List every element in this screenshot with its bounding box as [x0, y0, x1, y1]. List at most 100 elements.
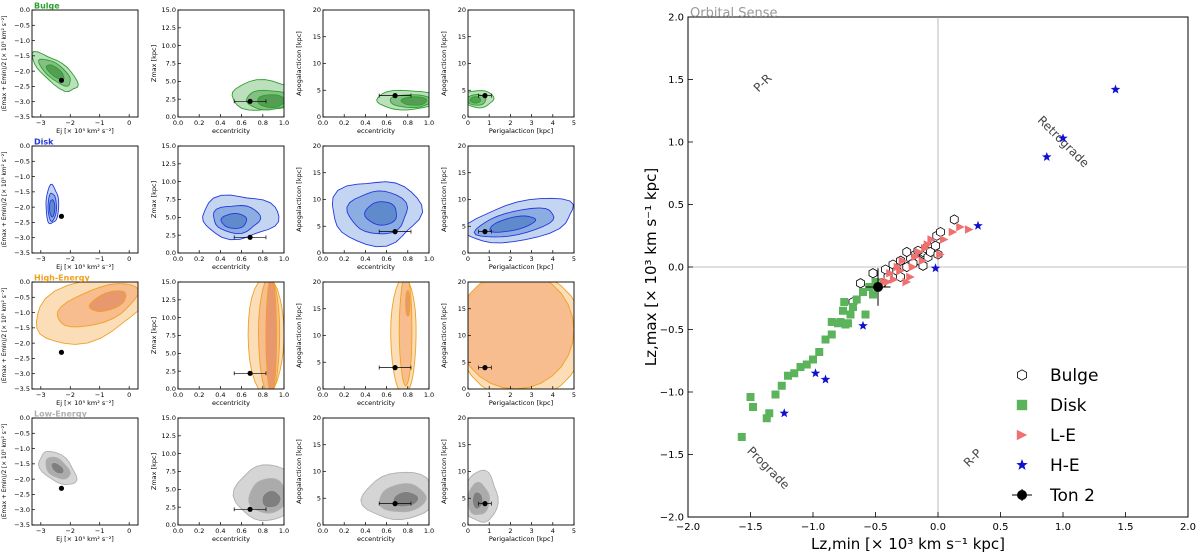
x-axis-label: Ej [× 10⁵ km² s⁻²] — [56, 399, 114, 407]
y-tick-label: 15.0 — [162, 414, 176, 422]
x-tick-label: 0.6 — [236, 527, 246, 535]
panel-low-energy-2: 0.0 0.2 0.4 0.6 0.8 1.0 0 5 10 15 20 eccentricity Ap… — [295, 414, 434, 543]
l-e-point — [914, 247, 924, 257]
l-e-point — [939, 235, 949, 244]
ton2-point — [482, 365, 488, 371]
y-tick-label: −1.0 — [14, 173, 30, 181]
contour-group — [376, 89, 429, 111]
x-axis-label: eccentricity — [357, 399, 395, 407]
contour-level — [45, 64, 65, 81]
x-tick-label: 0.4 — [360, 119, 370, 127]
x-tick-label: 0 — [127, 391, 131, 399]
contour-level — [49, 199, 56, 218]
y-tick-label: 5 — [317, 494, 321, 502]
y-tick-label: −0.5 — [660, 325, 684, 336]
y-tick-label: 10.0 — [162, 450, 176, 458]
y-axis-label: Zmax [kpc] — [150, 317, 158, 354]
y-tick-label: −2.0 — [14, 203, 30, 211]
ton2-point — [482, 229, 488, 235]
x-axis-label: eccentricity — [357, 127, 395, 135]
y-tick-label: −1.5 — [14, 52, 30, 60]
y-tick-label: 2.5 — [166, 503, 176, 511]
x-tick-label: 0.8 — [258, 391, 268, 399]
y-axis-label: Lz,max [× 10³ km s⁻¹ kpc] — [642, 168, 660, 366]
y-tick-label: 0.0 — [166, 385, 176, 393]
l-e-point — [908, 262, 918, 272]
x-tick-label: 0.4 — [360, 391, 370, 399]
x-tick-label: 0.6 — [236, 391, 246, 399]
y-tick-label: 7.5 — [166, 332, 176, 340]
x-tick-label: 0.8 — [403, 391, 413, 399]
x-axis-label: Perigalacticon [kpc] — [489, 399, 553, 407]
disk-point — [815, 348, 824, 356]
y-tick-label: −2.0 — [14, 67, 30, 75]
ton2-point — [482, 93, 488, 99]
y-tick-label: 5.0 — [166, 350, 176, 358]
y-tick-label: 0.0 — [668, 263, 684, 274]
l-e-point — [911, 252, 920, 262]
x-tick-label: 0 — [466, 119, 470, 127]
y-tick-label: 0 — [462, 113, 466, 121]
y-tick-label: 15 — [313, 169, 321, 177]
panel-grid: −3 −2 −1 00.0−0.5−1.0−1.5−2.0−2.5−3.0−3.5Ej… — [1, 2, 576, 544]
y-tick-label: 15 — [458, 169, 466, 177]
disk-point — [844, 319, 852, 328]
y-tick-label: 0 — [462, 521, 466, 529]
y-tick-label: −2.0 — [660, 513, 684, 524]
panel-bulge-3: 0 1 2 3 4 5 0 5 10 15 20 Perigalacticon [kpc] Apogal… — [440, 6, 576, 135]
x-tick-label: 0.2 — [339, 119, 349, 127]
y-tick-label: −1.5 — [660, 450, 684, 461]
y-tick-label: 15 — [313, 441, 321, 449]
legend-marker — [1016, 429, 1028, 441]
y-tick-label: 0.0 — [20, 6, 30, 14]
y-tick-label: 20 — [458, 6, 466, 14]
x-tick-label: 0.2 — [194, 119, 204, 127]
x-tick-label: 0.4 — [215, 119, 225, 127]
panel-frame — [31, 281, 139, 390]
x-tick-label: 3 — [530, 527, 534, 535]
bulge-point — [902, 246, 912, 258]
y-tick-label: 12.5 — [162, 160, 176, 168]
y-tick-label: 15 — [458, 305, 466, 313]
ton2-point — [58, 77, 65, 83]
y-tick-label: −0.5 — [14, 429, 30, 437]
y-tick-label: −3.0 — [14, 506, 30, 514]
x-tick-label: 0.4 — [215, 391, 225, 399]
y-tick-label: −0.5 — [14, 293, 30, 301]
y-tick-label: −3.5 — [14, 385, 30, 393]
x-tick-label: 0.4 — [360, 255, 370, 263]
l-e-point — [923, 240, 933, 249]
h-e-point — [1058, 133, 1068, 143]
x-tick-label: 0.8 — [403, 527, 413, 535]
y-tick-label: 10.0 — [162, 178, 176, 186]
x-tick-label: 0 — [127, 119, 131, 127]
x-tick-label: 2 — [508, 391, 512, 399]
y-tick-label: 0.0 — [20, 278, 30, 286]
disk-point — [802, 360, 811, 369]
y-tick-label: −1.5 — [14, 324, 30, 332]
y-axis-label: Apogalacticon [kpc] — [440, 31, 448, 96]
h-e-point — [779, 408, 789, 418]
y-tick-label: −1.5 — [14, 188, 30, 196]
y-axis-label: Apogalacticon [kpc] — [440, 303, 448, 368]
ton2-point — [392, 93, 398, 99]
x-tick-label: 3 — [530, 255, 534, 263]
y-axis-label: (Emax + Emin)/2 [× 10⁵ km² s⁻²] — [1, 288, 8, 384]
x-tick-label: 0 — [466, 255, 470, 263]
x-tick-label: 0.4 — [215, 527, 225, 535]
contour-level — [220, 212, 248, 229]
l-e-point — [921, 243, 930, 253]
contour-level — [261, 489, 282, 509]
ton2-point — [247, 98, 253, 104]
legend-marker — [1017, 490, 1027, 500]
h-e-point — [810, 368, 821, 378]
panel-bulge-0: −3 −2 −1 0 0.0 −0.5 −1.0 −1.5 −2.0 −2.5 −3.0 −3.5 Ej… — [1, 6, 139, 135]
x-tick-label: 0.4 — [215, 255, 225, 263]
y-tick-label: 20 — [458, 414, 466, 422]
disk-point — [762, 414, 771, 423]
ton2-point — [247, 234, 253, 240]
disk-point — [777, 381, 786, 390]
x-tick-label: 0.8 — [403, 119, 413, 127]
y-tick-label: 0.5 — [668, 200, 684, 211]
y-tick-label: −3.0 — [14, 370, 30, 378]
